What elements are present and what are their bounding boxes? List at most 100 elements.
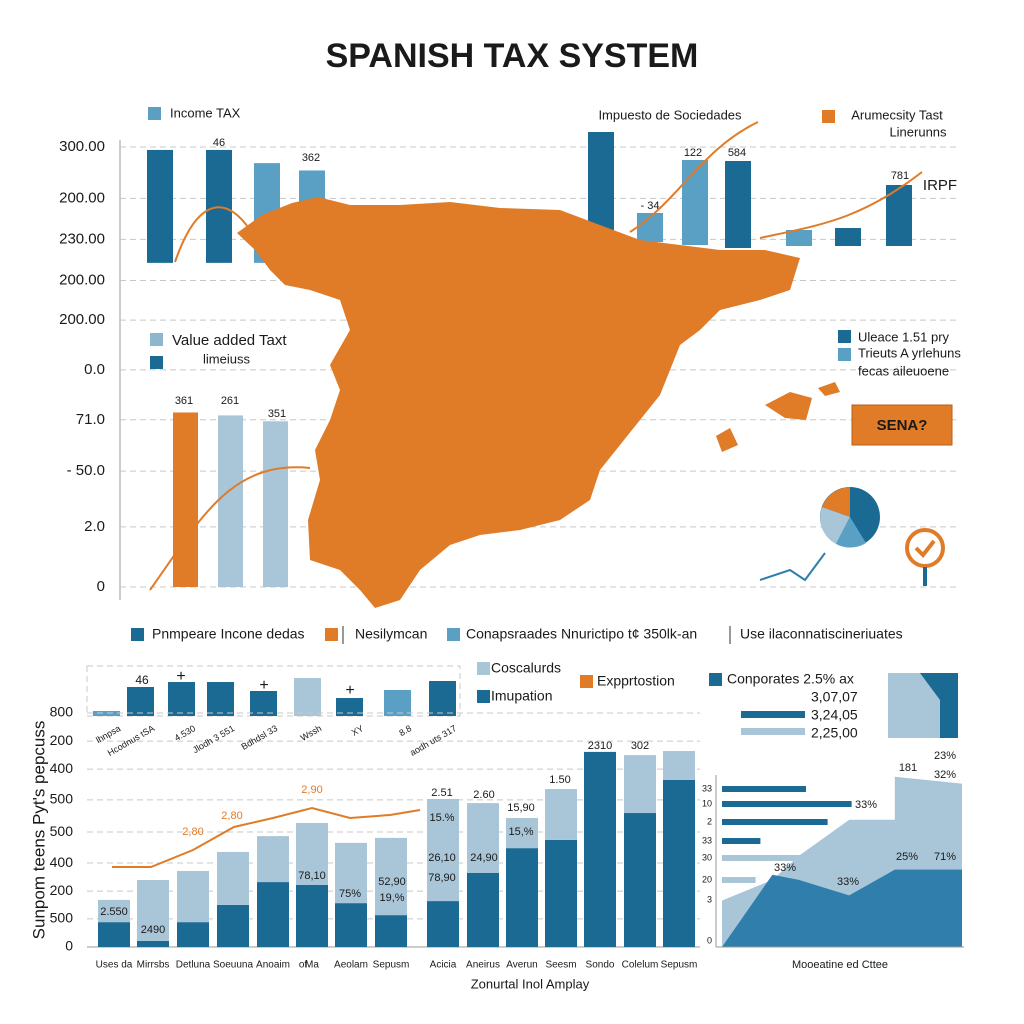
plus-marker: + <box>345 682 354 699</box>
legend-swatch <box>838 348 851 361</box>
annotation: 2490 <box>141 924 165 936</box>
legend-label: fecas aileuoene <box>858 363 949 378</box>
bar <box>127 687 154 716</box>
trend-curve <box>149 466 311 591</box>
annotation: 32% <box>934 769 956 781</box>
x-tick-label: Anoaim <box>256 960 290 971</box>
annotation: 181 <box>899 762 917 774</box>
bar <box>263 421 288 587</box>
bar-segment <box>624 755 656 814</box>
bar-segment <box>663 751 695 780</box>
annotation: 2,80 <box>182 826 203 838</box>
y-axis-title: Sunpom teens Pyt's pepcuss <box>29 721 48 940</box>
y-tick-label: 500 <box>50 791 74 807</box>
annotation: 24,90 <box>470 852 498 864</box>
y-tick-label: 400 <box>50 854 74 870</box>
row-label: 20 <box>702 874 712 884</box>
legend-label: Uleace 1.51 pry <box>858 329 950 344</box>
annotation: 781 <box>891 170 909 182</box>
pie-slice <box>836 517 866 548</box>
legend-label: Value added Taxt <box>172 332 287 349</box>
legend-bar <box>741 711 805 718</box>
legend-label: Trieuts A yrlehuns <box>858 345 961 360</box>
island <box>716 382 840 452</box>
x-tick-label: Bdhdsl 33 <box>240 723 280 752</box>
x-tick-label: Colelum <box>622 960 659 971</box>
legend-swatch <box>150 356 163 369</box>
bar-segment <box>545 789 577 840</box>
legend-swatch <box>709 673 722 686</box>
x-tick-label: 4.530 <box>173 723 198 743</box>
annotation: - 34 <box>641 200 660 212</box>
x-tick-label: Wssh <box>299 723 323 743</box>
x-tick-label: aodh uts 317 <box>408 723 458 758</box>
bar-segment <box>375 915 407 947</box>
legend-label: Imupation <box>491 688 552 704</box>
legend-swatch <box>325 628 338 641</box>
bar-segment <box>296 822 328 885</box>
x-axis-title: Mooeatine ed Cttee <box>792 959 888 971</box>
x-tick-label: Seesm <box>545 960 576 971</box>
bar <box>429 681 456 716</box>
bar <box>835 228 861 246</box>
row-label: 0 <box>707 935 712 945</box>
bar-segment <box>257 836 289 883</box>
bar-segment <box>663 779 695 947</box>
y-tick-label: 500 <box>50 910 74 926</box>
annotation: 302 <box>631 740 649 752</box>
y-tick-label: 230.00 <box>59 230 105 247</box>
x-tick-label: Acicia <box>430 960 457 971</box>
annotation: 33% <box>774 862 796 874</box>
x-tick-label: Soeuuna <box>213 960 253 971</box>
legend-swatch <box>838 330 851 343</box>
y-tick-label: 71.0 <box>76 411 105 428</box>
legend-swatch <box>580 675 593 688</box>
legend-label: Coscalurds <box>491 660 561 676</box>
x-tick-label: XY <box>350 723 365 738</box>
annotation: 122 <box>684 147 702 159</box>
annotation: 23% <box>934 750 956 762</box>
x-tick-label: Uses da <box>96 960 133 971</box>
row-label: 3 <box>707 894 712 904</box>
y-tick-label: 200.00 <box>59 271 105 288</box>
bar-segment <box>217 904 249 947</box>
annotation: 26,10 <box>428 852 456 864</box>
bar <box>173 412 198 587</box>
x-tick-label: Aneirus <box>466 960 500 971</box>
annotation: 25% <box>896 851 918 863</box>
bar <box>250 691 277 716</box>
annotation: 361 <box>175 395 193 407</box>
y-tick-label: 0.0 <box>84 361 105 378</box>
bar-segment <box>506 848 538 947</box>
annotation: 78,10 <box>298 870 326 882</box>
legend-label: 3,07,07 <box>811 689 858 705</box>
bar-segment <box>335 903 367 947</box>
x-tick-label: Jlodh 3 551 <box>191 723 236 755</box>
x-tick-label: 8.8 <box>397 723 413 738</box>
x-tick-label: Sondo <box>586 960 615 971</box>
annotation: 2,90 <box>301 784 322 796</box>
pie-icon <box>820 487 880 548</box>
y-tick-label: 400 <box>50 760 74 776</box>
trend-curve <box>629 121 759 233</box>
bar-segment <box>98 922 130 947</box>
bar-segment <box>506 818 538 849</box>
panel-frame <box>86 665 461 717</box>
row-label: 2 <box>707 816 712 826</box>
bar-segment <box>545 839 577 947</box>
annotation: 15,% <box>508 826 533 838</box>
row-label: 33 <box>702 783 712 793</box>
legend-label: Arumecsity Tast <box>851 107 943 122</box>
area <box>722 869 962 947</box>
annotation: 15.% <box>429 812 454 824</box>
bar <box>722 838 761 844</box>
bar-segment <box>137 940 169 947</box>
pie-slice <box>820 507 850 544</box>
y-tick-label: 0 <box>65 938 73 954</box>
y-tick-label: 0 <box>97 578 105 595</box>
lens <box>905 528 945 568</box>
bar <box>722 877 756 883</box>
annotation: 46 <box>213 137 225 149</box>
bar-segment <box>335 842 367 904</box>
bar-segment <box>257 882 289 947</box>
